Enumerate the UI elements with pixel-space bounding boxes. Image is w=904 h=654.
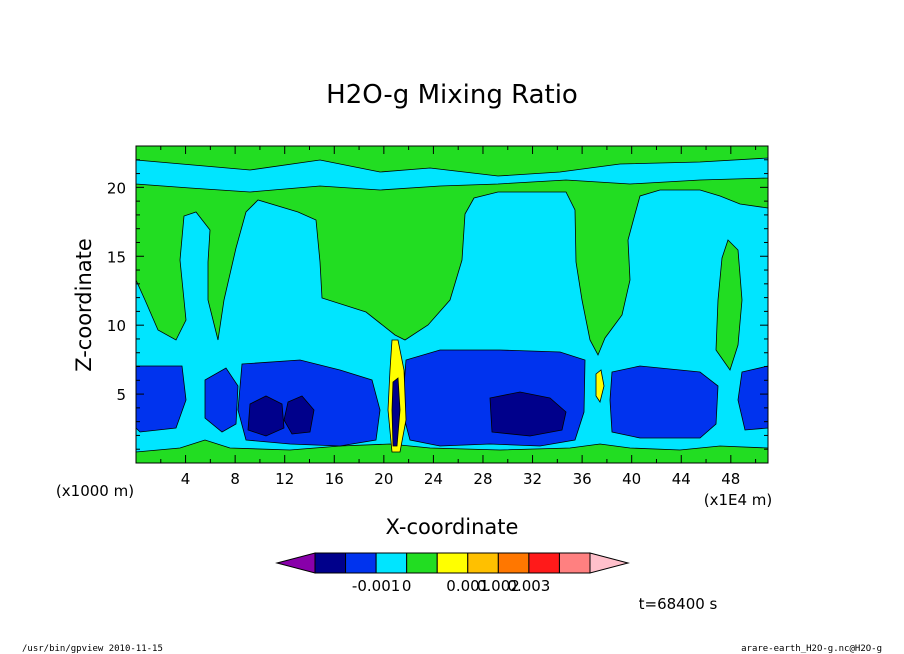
x-tick-label: 48 [721,470,740,488]
colorbar-label: 0 [402,577,412,595]
y-tick-label: 15 [107,248,126,266]
x-axis-units: (x1000 m) [56,482,134,500]
x-axis: 4 8 12 16 20 24 28 32 36 40 44 48 [160,146,757,488]
colorbar-swatch [345,552,377,574]
x-axis-label: X-coordinate [386,515,519,539]
footer-left: /usr/bin/gpview 2010-11-15 [22,644,163,654]
y-tick-label: 20 [107,179,126,197]
x-tick-label: 12 [275,470,294,488]
x-tick-label: 24 [424,470,443,488]
colorbar-swatch [314,552,347,574]
moist-region-left [135,365,187,433]
updraft-core [391,377,401,447]
moist-region-right [609,365,719,439]
plot-area [135,145,769,464]
colorbar-swatch [467,552,499,574]
colorbar-swatch [406,552,438,574]
time-label: t=68400 s [639,595,718,613]
colorbar-label: 0.003 [507,577,550,595]
colorbar-swatch [497,552,530,574]
chart-title: H2O-g Mixing Ratio [326,80,578,110]
x-axis-scale-note: (x1E4 m) [704,491,773,509]
small-moist-spot [595,369,605,403]
footer-right: arare-earth_H2O-g.nc@H2O-g [741,644,882,654]
core-region-b1 [247,395,285,437]
x-tick-label: 40 [622,470,641,488]
right-green-column [715,239,743,371]
x-tick-label: 16 [325,470,344,488]
colorbar-label: 0.002 [477,577,520,595]
moist-region-far-right [737,365,769,431]
colorbar-lower-extend [275,552,316,574]
colorbar-swatch [558,552,591,574]
y-tick-label: 10 [107,317,126,335]
y-tick-label: 5 [116,386,126,404]
x-tick-label: 4 [181,470,191,488]
x-tick-label: 8 [230,470,240,488]
plot-frame [135,145,769,464]
core-region-b2 [283,395,315,435]
colorbar-swatch [375,552,408,574]
colorbar-label: 0.001 [446,577,489,595]
colorbar-swatch [528,552,560,574]
x-tick-label: 44 [672,470,691,488]
colorbar-swatch [436,552,469,574]
colorbar-upper-extend [589,552,630,574]
x-tick-label: 20 [374,470,393,488]
x-tick-label: 28 [473,470,492,488]
core-region-c [489,391,567,437]
moist-region-a [204,367,239,433]
y-axis: 5 10 15 20 [107,145,768,450]
colorbar-label: -0.001 [352,577,400,595]
upper-green-layer [135,145,769,356]
x-tick-label: 32 [523,470,542,488]
upper-cyan-band [135,157,769,193]
x-tick-label: 36 [573,470,592,488]
y-axis-label: Z-coordinate [72,238,96,372]
